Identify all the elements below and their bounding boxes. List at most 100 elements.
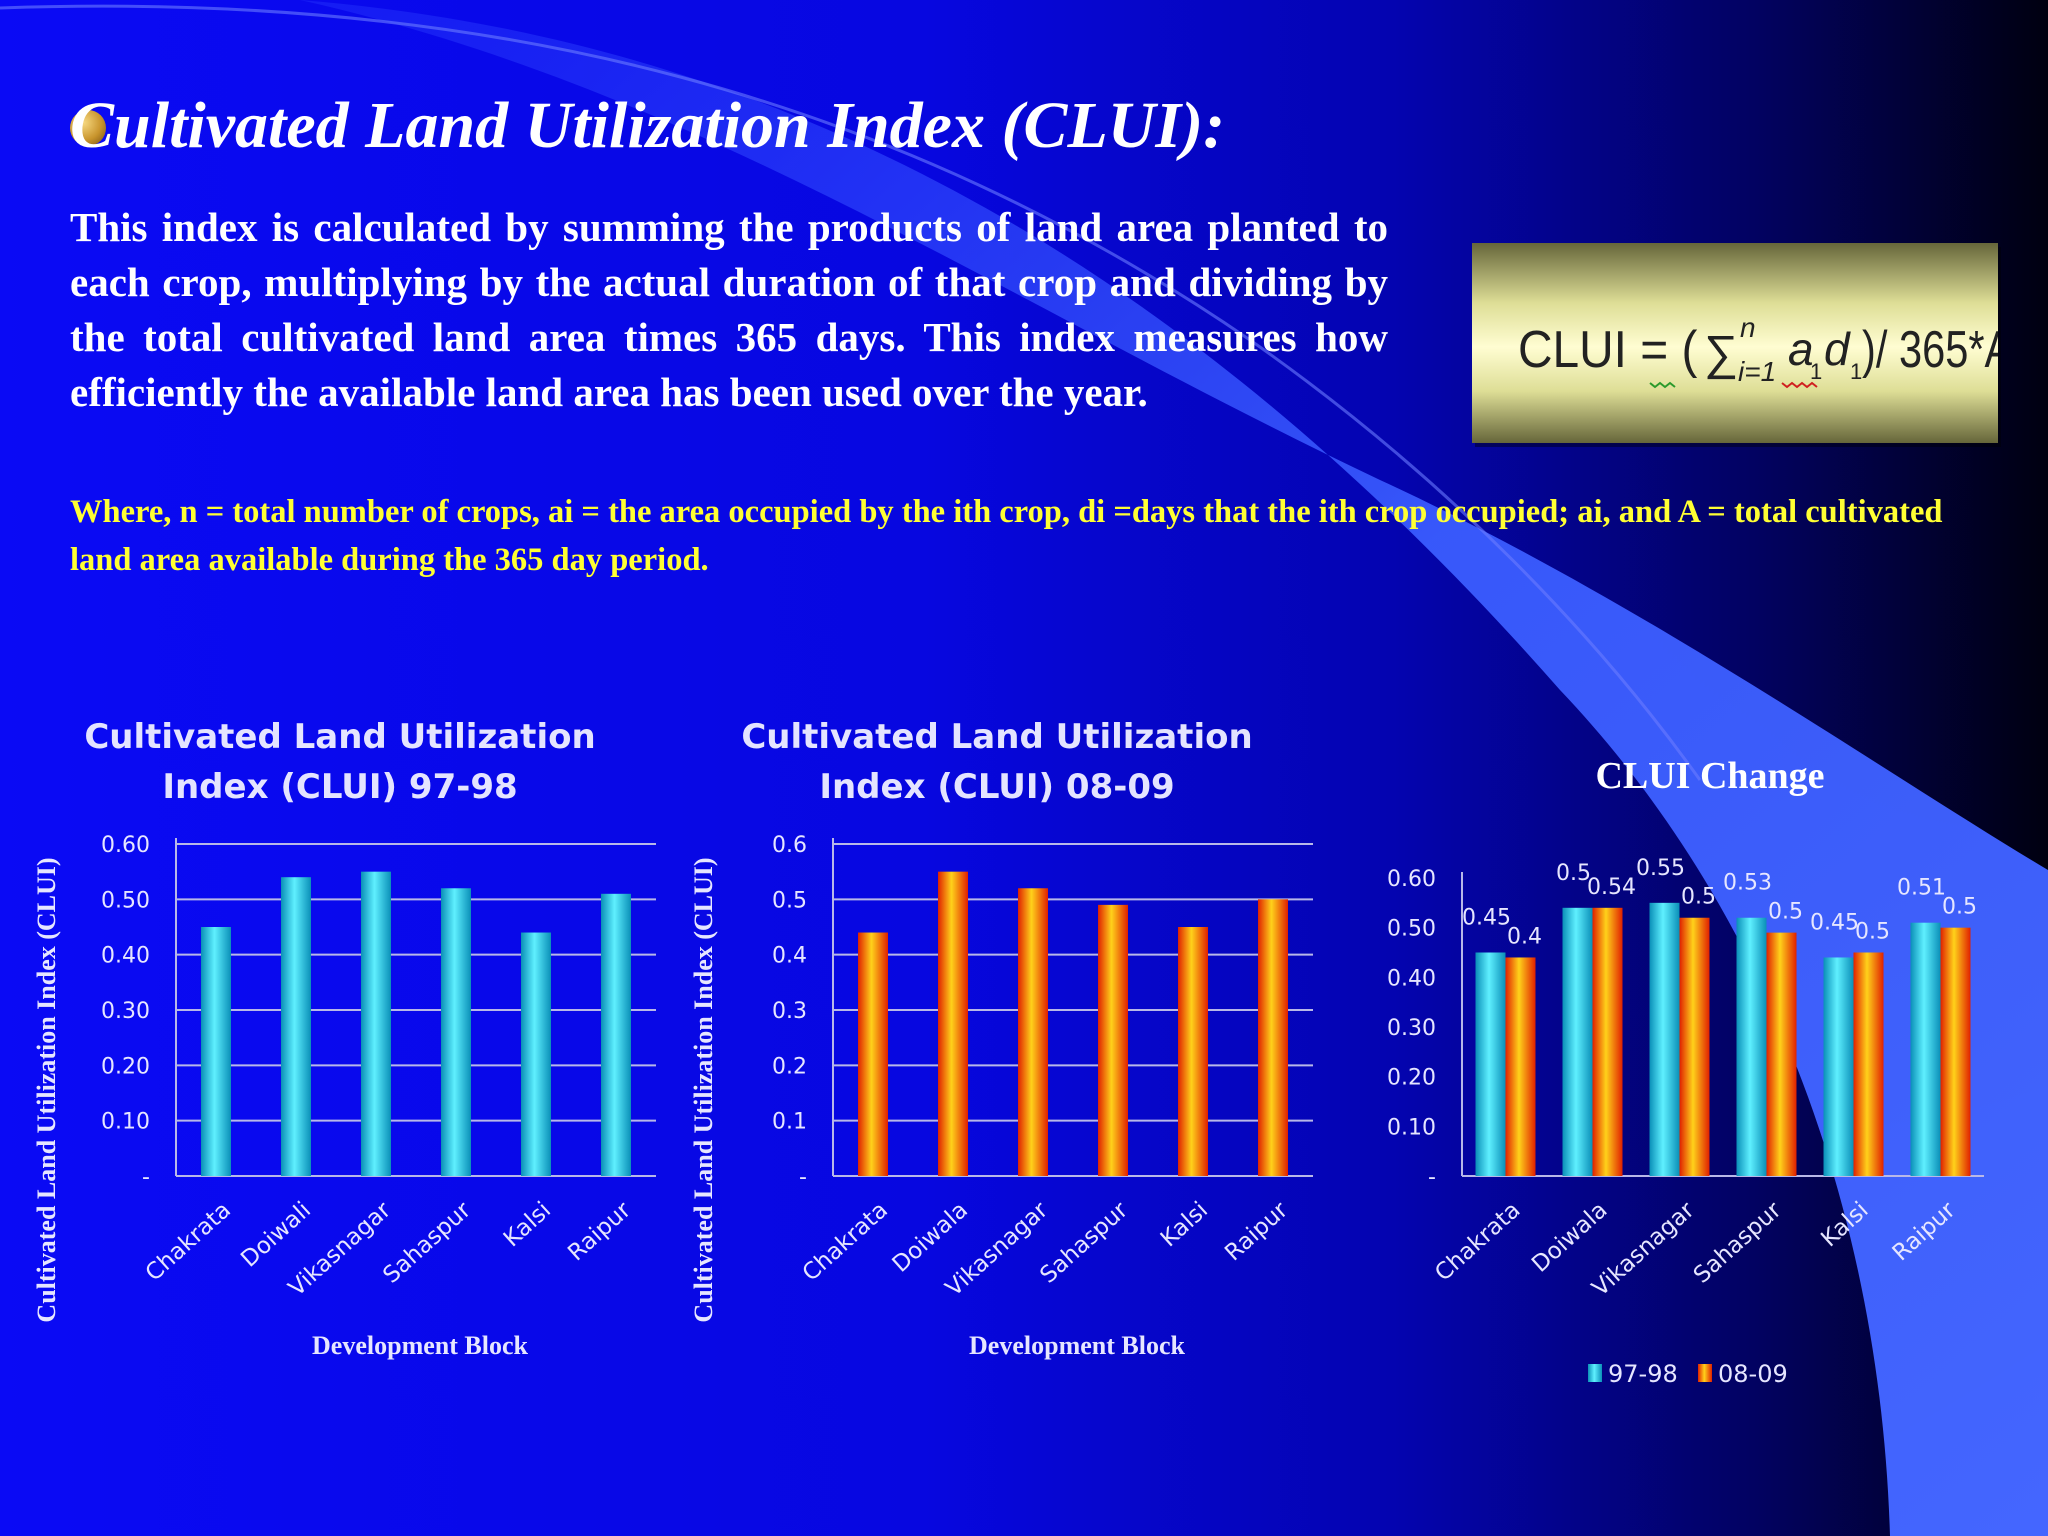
y-tick-label: 0.30: [1387, 1016, 1436, 1041]
chart-title-line: Index (CLUI) 08-09: [819, 767, 1174, 807]
data-label: 0.45: [1462, 906, 1511, 931]
bar-97-98-raipur: [1910, 922, 1941, 1176]
data-label: 0.4: [1507, 924, 1542, 949]
x-category-label: Chakrata: [1430, 1197, 1525, 1286]
y-tick-label: -: [142, 1165, 150, 1190]
x-category-label: Chakrata: [798, 1197, 893, 1286]
y-tick-label: 0.10: [1387, 1115, 1436, 1140]
data-label: 0.5: [1681, 885, 1716, 910]
chart-clui-08-09: Cultivated Land Utilization Index (CLUI) …: [689, 700, 1337, 1380]
x-category-label: Doiwali: [236, 1197, 316, 1272]
data-label: 0.5: [1942, 895, 1977, 920]
x-category-label: Raipur: [1220, 1197, 1293, 1267]
y-tick-label: 0.20: [101, 1054, 150, 1079]
arc-line: [0, 4, 1702, 781]
legend-label: 97-98: [1608, 1360, 1678, 1388]
bar-raipur: [1258, 899, 1288, 1176]
chart-svg-97-98: Cultivated Land Utilization Index (CLUI) …: [32, 717, 656, 1360]
formula-lower-limit: i=1: [1738, 356, 1776, 387]
formula-area-term: a: [1788, 323, 1814, 375]
formula-sum-symbol: ∑: [1704, 327, 1738, 380]
y-tick-label: 0.4: [772, 944, 807, 969]
formula-lhs: CLUI = (: [1518, 320, 1698, 378]
legend-swatch-08-09: [1698, 1364, 1712, 1382]
chart-title-line: Index (CLUI) 97-98: [162, 767, 517, 807]
clui-formula: CLUI = ( ∑ n i=1 a 1 d 1 )/ 365*A: [1472, 243, 1998, 443]
y-tick-label: 0.40: [101, 944, 150, 969]
x-category-label: Sahaspur: [378, 1197, 476, 1289]
bar-97-98-kalsi: [1823, 957, 1854, 1176]
legend-swatch-97-98: [1588, 1364, 1602, 1382]
data-label: 0.53: [1723, 871, 1772, 896]
y-tick-label: 0.2: [772, 1054, 807, 1079]
chart-svg-clui-change: CLUI Change - 0.10 0.20 0.30 0.40 0.50 0.60 0.45…: [1387, 755, 1984, 1388]
bar-sahaspur: [441, 888, 471, 1176]
bar-chakrata: [858, 932, 888, 1176]
data-label: 0.55: [1636, 856, 1685, 881]
y-tick-label: 0.3: [772, 999, 807, 1024]
bar-vikasnagar: [361, 871, 391, 1176]
x-category-label: Doiwala: [1527, 1197, 1612, 1278]
bullet-icon: [70, 110, 106, 146]
data-label: 0.5: [1556, 861, 1591, 886]
x-category-label: Sahaspur: [1689, 1197, 1787, 1289]
x-category-label: Kalsi: [1156, 1197, 1213, 1252]
bar-97-98-chakrata: [1475, 952, 1506, 1176]
x-axis-title: Development Block: [969, 1331, 1185, 1360]
chart-title-line: CLUI Change: [1595, 755, 1824, 797]
formula-area-subscript: 1: [1810, 359, 1822, 384]
variable-definitions: Where, n = total number of crops, ai = t…: [70, 494, 1943, 578]
bar-kalsi: [1178, 927, 1208, 1176]
formula-upper-limit: n: [1740, 312, 1756, 343]
x-axis-title: Development Block: [312, 1331, 528, 1360]
spellcheck-underline-green: [1649, 381, 1676, 389]
data-label: 0.51: [1897, 876, 1946, 901]
y-axis-title: Cultivated Land Utilization Index (CLUI): [689, 857, 718, 1322]
legend-label: 08-09: [1718, 1360, 1788, 1388]
chart-title-line: Cultivated Land Utilization: [741, 717, 1252, 757]
slide-title: Cultivated Land Utilization Index (CLUI)…: [70, 89, 1226, 162]
bar-chakrata: [201, 927, 231, 1176]
y-tick-label: 0.10: [101, 1110, 150, 1135]
chart-svg-08-09: Cultivated Land Utilization Index (CLUI) …: [689, 717, 1313, 1360]
x-category-label: Raipur: [563, 1197, 636, 1267]
formula-rhs: )/ 365*A: [1862, 320, 1998, 379]
y-axis-title: Cultivated Land Utilization Index (CLUI): [32, 857, 61, 1322]
y-tick-label: -: [1428, 1165, 1436, 1190]
bar-97-98-doiwala: [1562, 907, 1593, 1176]
y-tick-label: 0.50: [1387, 917, 1436, 942]
y-tick-label: 0.5: [772, 888, 807, 913]
bar-doiwali: [281, 877, 311, 1176]
y-tick-label: 0.1: [772, 1110, 807, 1135]
x-category-label: Sahaspur: [1035, 1197, 1133, 1289]
y-tick-label: 0.60: [1387, 867, 1436, 892]
y-tick-label: 0.6: [772, 833, 807, 858]
chart-title-line: Cultivated Land Utilization: [84, 717, 595, 757]
bar-08-09-vikasnagar: [1679, 917, 1710, 1176]
bar-08-09-kalsi: [1853, 952, 1884, 1176]
bar-08-09-doiwala: [1592, 907, 1623, 1176]
y-tick-label: 0.50: [101, 888, 150, 913]
spellcheck-underline-red: [1781, 381, 1818, 389]
y-tick-label: 0.60: [101, 833, 150, 858]
y-tick-label: 0.20: [1387, 1066, 1436, 1091]
bar-08-09-chakrata: [1505, 957, 1536, 1176]
y-tick-label: 0.30: [101, 999, 150, 1024]
formula-days-term: d: [1824, 323, 1851, 375]
x-category-label: Chakrata: [141, 1197, 236, 1286]
x-category-label: Raipur: [1888, 1197, 1961, 1267]
description-paragraph: This index is calculated by summing the …: [70, 204, 1388, 415]
formula-days-subscript: 1: [1850, 359, 1862, 384]
x-category-label: Kalsi: [1816, 1197, 1873, 1252]
y-tick-label: 0.40: [1387, 966, 1436, 991]
data-label: 0.54: [1587, 875, 1636, 900]
bar-08-09-raipur: [1940, 927, 1971, 1176]
data-label: 0.5: [1855, 920, 1890, 945]
bar-08-09-sahaspur: [1766, 932, 1797, 1176]
data-label: 0.5: [1768, 900, 1803, 925]
bar-vikasnagar: [1018, 888, 1048, 1176]
bar-sahaspur: [1098, 904, 1128, 1176]
bar-doiwala: [938, 871, 968, 1176]
chart-clui-97-98: Cultivated Land Utilization Index (CLUI) …: [32, 700, 680, 1380]
